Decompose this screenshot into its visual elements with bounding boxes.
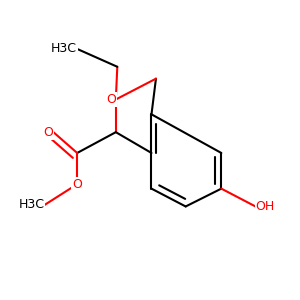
Text: O: O	[106, 93, 116, 106]
Text: OH: OH	[256, 200, 275, 213]
Text: O: O	[72, 178, 82, 191]
Text: O: O	[44, 126, 53, 139]
Text: H3C: H3C	[19, 199, 44, 212]
Text: H3C: H3C	[51, 42, 77, 56]
